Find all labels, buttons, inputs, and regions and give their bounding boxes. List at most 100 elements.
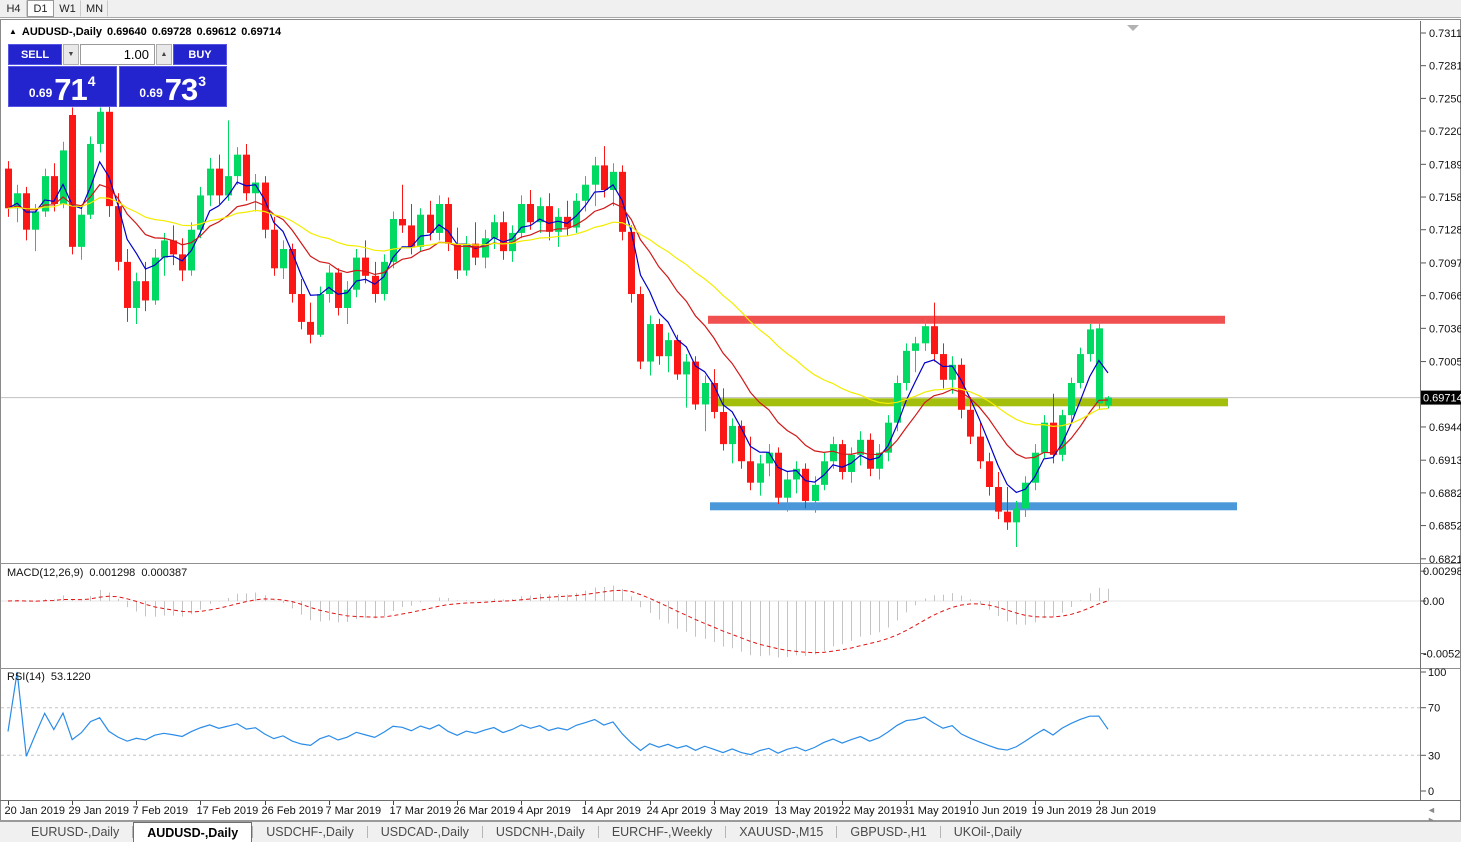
svg-text:19 Jun 2019: 19 Jun 2019 [1032,805,1093,817]
svg-text:26 Mar 2019: 26 Mar 2019 [454,805,516,817]
buy-price-display[interactable]: 0.69 73 3 [118,66,227,107]
tab-divider [252,826,254,838]
svg-text:0.70665: 0.70665 [1429,291,1461,303]
svg-text:30: 30 [1428,750,1440,762]
timeframe-button-h4[interactable]: H4 [0,0,27,17]
main-price-panel [1,104,1420,548]
sell-price-base: 0.69 [28,86,53,100]
chart-tab-usdcnh[interactable]: USDCNH-,Daily [495,825,585,839]
timeframe-button-d1[interactable]: D1 [27,0,54,17]
timeframe-button-mn[interactable]: MN [81,0,109,17]
chart-tab-eurusd[interactable]: EURUSD-,Daily [31,825,120,839]
svg-text:-0.005256: -0.005256 [1423,649,1461,661]
svg-text:0.69714: 0.69714 [1423,393,1461,405]
svg-text:0.73115: 0.73115 [1429,28,1461,40]
buy-price-base: 0.69 [139,86,163,100]
svg-text:7 Feb 2019: 7 Feb 2019 [133,805,189,817]
volume-decrease-button[interactable]: ▼ [63,44,79,65]
chart-tab-usdchf[interactable]: USDCHF-,Daily [266,825,354,839]
horizontal-level-line-0[interactable] [708,315,1225,324]
sell-price-sup: 4 [87,73,96,89]
macd-panel [1,585,1420,658]
svg-text:24 Apr 2019: 24 Apr 2019 [647,805,706,817]
tab-divider [132,826,134,838]
timeframe-button-w1[interactable]: W1 [54,0,81,17]
moving-average-5 [7,160,1109,494]
svg-text:0.68825: 0.68825 [1429,488,1461,500]
horizontal-level-line-2[interactable] [710,502,1237,511]
chart-tab-audusd[interactable]: AUDUSD-,Daily [133,822,253,842]
collapse-triangle-icon[interactable]: ▲ [9,27,17,36]
macd-value-2: 0.000387 [141,567,188,579]
macd-indicator-label: MACD(12,26,9) 0.001298 0.000387 [7,567,187,579]
buy-button[interactable]: BUY [173,44,227,65]
svg-text:0.00: 0.00 [1423,596,1444,608]
candles-layer [5,104,1112,548]
svg-text:17 Mar 2019: 17 Mar 2019 [390,805,452,817]
svg-text:31 May 2019: 31 May 2019 [903,805,967,817]
tab-divider [939,826,941,838]
chart-tab-usdcad[interactable]: USDCAD-,Daily [380,825,469,839]
svg-text:17 Feb 2019: 17 Feb 2019 [197,805,259,817]
volume-input[interactable] [80,44,155,65]
ohlc-high: 0.69728 [151,26,192,38]
svg-text:26 Feb 2019: 26 Feb 2019 [262,805,324,817]
chart-tab-bar: EURUSD-,Daily AUDUSD-,Daily USDCHF-,Daily U… [0,821,1461,842]
svg-text:100: 100 [1428,667,1446,679]
ohlc-close: 0.69714 [241,26,282,38]
chart-tab-gbpusd[interactable]: GBPUSD-,H1 [850,825,927,839]
rsi-indicator-label: RSI(14) 53.1220 [7,671,91,683]
chart-title: ▲ AUDUSD-,Daily 0.69640 0.69728 0.69612 … [9,26,281,38]
axis-scroll-arrows[interactable]: ◄ ► [1427,805,1442,825]
svg-text:29 Jan 2019: 29 Jan 2019 [69,805,130,817]
volume-increase-button[interactable]: ▲ [156,44,172,65]
svg-text:0.72505: 0.72505 [1429,93,1461,105]
svg-text:13 May 2019: 13 May 2019 [775,805,839,817]
chart-tab-xauusd[interactable]: XAUUSD-,M15 [739,825,824,839]
buy-price-sup: 3 [198,73,207,89]
ohlc-open: 0.69640 [107,26,147,38]
date-axis[interactable]: 20 Jan 2019 29 Jan 2019 7 Feb 2019 17 Feb 2… [5,801,1157,817]
moving-average-34 [7,197,1109,427]
svg-text:0.002984: 0.002984 [1423,566,1461,578]
macd-signal-line [7,589,1109,654]
svg-text:14 Apr 2019: 14 Apr 2019 [582,805,641,817]
svg-text:7 Mar 2019: 7 Mar 2019 [326,805,382,817]
rsi-line [7,671,1109,757]
sell-button[interactable]: SELL [8,44,62,65]
svg-text:10 Jun 2019: 10 Jun 2019 [967,805,1028,817]
tab-divider [481,826,483,838]
chart-symbol-label: AUDUSD-,Daily [21,26,102,38]
rsi-panel [1,671,1420,757]
svg-text:70: 70 [1428,703,1440,715]
chart-tab-eurchf[interactable]: EURCHF-,Weekly [611,825,713,839]
sell-price-big: 71 [54,72,87,107]
rsi-value: 53.1220 [50,671,91,683]
svg-text:28 Jun 2019: 28 Jun 2019 [1096,805,1157,817]
one-click-trading-panel: SELL ▼ ▲ BUY 0.69 71 4 0.69 73 3 [8,44,227,107]
svg-text:0.71585: 0.71585 [1429,192,1461,204]
tab-divider [366,826,368,838]
svg-text:20 Jan 2019: 20 Jan 2019 [5,805,66,817]
buy-price-big: 73 [164,72,198,107]
chart-shift-marker-icon[interactable] [1127,25,1139,31]
sell-price-display[interactable]: 0.69 71 4 [8,66,117,107]
chart-tab-ukoil[interactable]: UKOil-,Daily [953,825,1022,839]
moving-average-13 [7,183,1109,459]
tab-divider [597,826,599,838]
svg-text:3 May 2019: 3 May 2019 [711,805,768,817]
indicator-axes: 0.002984 0.00 -0.005256 100 70 30 0 [1421,566,1461,798]
tab-divider [836,826,838,838]
